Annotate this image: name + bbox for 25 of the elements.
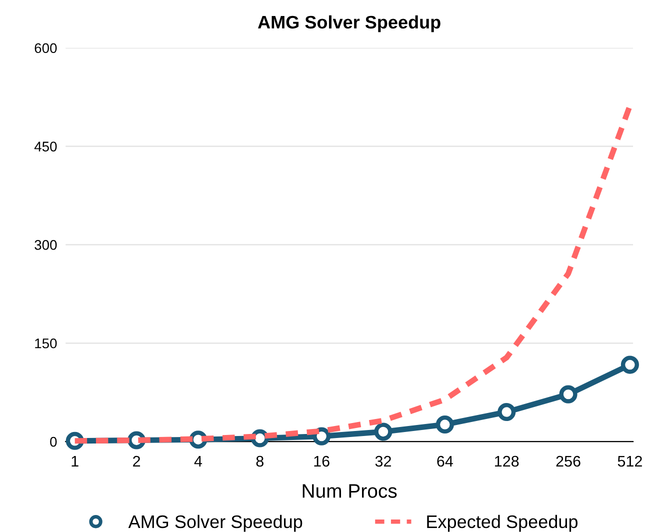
x-tick-label: 32 <box>375 456 391 467</box>
x-tick-label: 8 <box>256 456 264 467</box>
y-tick-label: 450 <box>34 142 57 152</box>
point <box>559 385 578 404</box>
point <box>620 356 639 374</box>
x-tick-label: 512 <box>618 456 642 467</box>
point <box>374 422 392 441</box>
x-tick-label: 128 <box>495 456 519 467</box>
x-tick-label: 16 <box>314 456 330 467</box>
y-tick-label: 300 <box>34 240 57 250</box>
legend-label: Expected Speedup <box>427 514 578 532</box>
y-tick-label: 600 <box>34 43 57 54</box>
x-tick-label: 256 <box>556 456 580 467</box>
chart-title: AMG Solver Speedup <box>258 15 440 32</box>
y-tick-label: 0 <box>50 436 57 447</box>
legend-label: AMG Solver Speedup <box>128 514 302 532</box>
point <box>498 403 516 422</box>
point <box>312 427 331 446</box>
x-tick-label: 1 <box>72 456 78 467</box>
x-tick-label: 4 <box>194 456 202 467</box>
y-tick-label: 150 <box>35 338 57 348</box>
point <box>436 415 454 434</box>
x-tick-label: 2 <box>133 456 140 467</box>
x-tick-label: 64 <box>437 456 453 467</box>
x-axis-title: Num Procs <box>302 484 397 498</box>
